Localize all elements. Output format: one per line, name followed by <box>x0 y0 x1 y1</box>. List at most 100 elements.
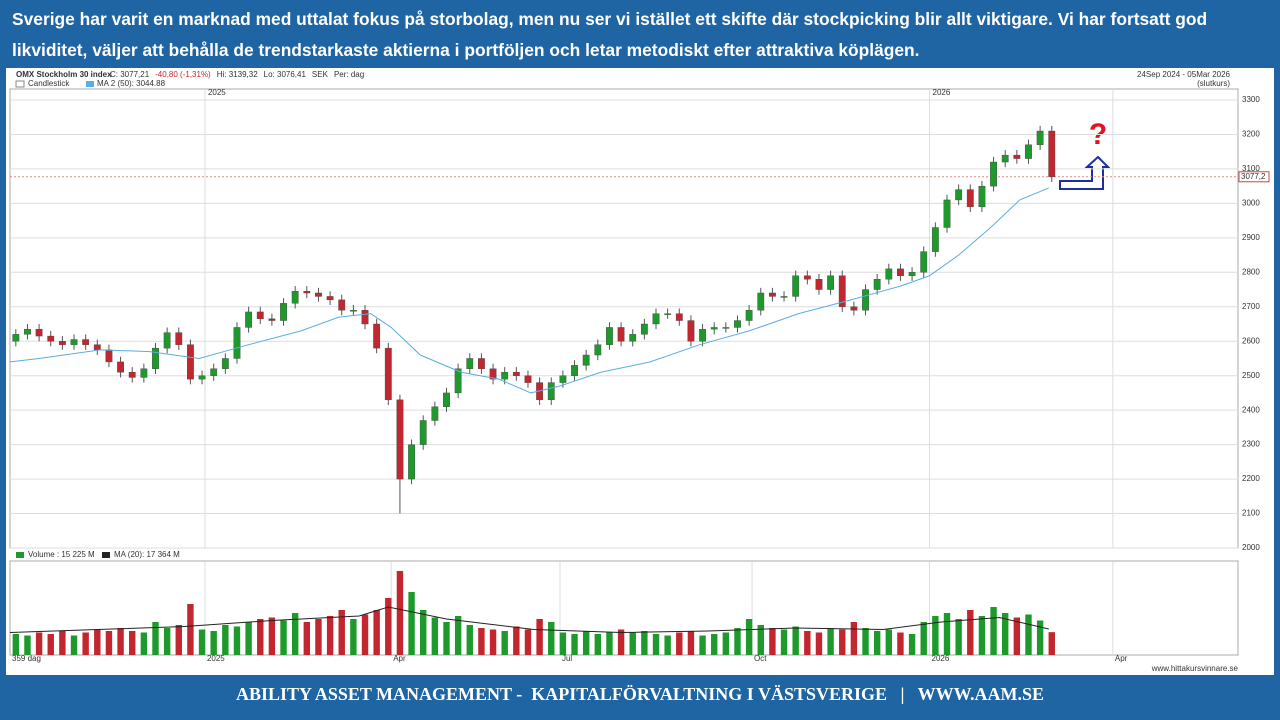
volume-bar <box>152 622 159 655</box>
x-tick-label: Apr <box>393 654 406 663</box>
volume-bar <box>175 625 182 655</box>
candle-body <box>850 306 858 311</box>
volume-bar <box>326 616 334 655</box>
volume-bar <box>268 617 276 655</box>
volume-bar <box>303 622 311 655</box>
volume-bar <box>408 592 415 655</box>
candle-body <box>384 347 392 401</box>
candle-body <box>291 291 299 304</box>
volume-bar <box>711 634 718 655</box>
volume-bar <box>513 626 520 655</box>
volume-bar <box>641 631 648 655</box>
candle-body <box>361 310 369 325</box>
volume-bar <box>955 619 962 655</box>
y-tick-label: 2300 <box>1242 440 1260 449</box>
candle-body <box>408 444 415 480</box>
volume-bar <box>617 629 625 655</box>
candle-body <box>431 406 439 421</box>
legend-ma: MA 2 (50): 3044.88 <box>97 79 166 88</box>
candle-body <box>117 361 124 373</box>
volume-bar <box>82 632 89 655</box>
candle-body <box>594 344 602 356</box>
y-tick-label: 2400 <box>1242 405 1260 414</box>
y-tick-label: 3200 <box>1242 130 1260 139</box>
chart-title: OMX Stockholm 30 index <box>16 70 112 79</box>
candle-body <box>419 420 427 445</box>
period-count: 359 dag <box>12 654 41 663</box>
y-tick-label: 2900 <box>1242 233 1260 242</box>
candle-body <box>512 372 520 376</box>
volume-bar <box>140 632 148 655</box>
candle-body <box>547 382 555 401</box>
candle-body <box>571 365 578 376</box>
candle-body <box>827 275 835 290</box>
volume-bar <box>827 628 834 655</box>
volume-bar <box>792 626 799 655</box>
x-tick-label: Jul <box>562 654 572 663</box>
candle-body <box>1025 144 1032 159</box>
candle-body <box>489 368 497 380</box>
last-price-label: 3077,2 <box>1241 172 1266 181</box>
volume-bar <box>396 571 404 655</box>
candle-body <box>838 275 846 307</box>
volume-bar <box>454 616 462 655</box>
volume-bar <box>524 629 532 655</box>
candle-body <box>897 268 904 276</box>
volume-bar <box>780 629 788 655</box>
volume-bar <box>687 631 695 655</box>
volume-bar <box>478 628 485 655</box>
legend-volume: Volume : 15 225 M <box>28 550 95 559</box>
volume-bar <box>385 598 392 655</box>
candle-body <box>757 292 765 311</box>
chart: OMX Stockholm 30 index 24Sep 2024 - 05Ma… <box>6 68 1274 675</box>
volume-bar <box>12 634 20 655</box>
volume-bar <box>862 628 869 655</box>
candle-body <box>780 296 788 298</box>
candle-body <box>163 332 171 349</box>
candle-body <box>675 313 683 321</box>
candle-body <box>24 328 31 335</box>
candle-body <box>210 368 218 376</box>
period: 24Sep 2024 - 05Mar 2026 <box>1137 70 1231 79</box>
volume-bar <box>769 628 776 655</box>
y-tick-label: 2500 <box>1242 371 1260 380</box>
x-tick-label: 2026 <box>933 88 951 97</box>
volume-bar <box>373 610 380 655</box>
volume-bar <box>885 629 893 655</box>
volume-bar <box>839 629 846 655</box>
volume-bar <box>210 631 217 655</box>
candle-body <box>966 189 974 208</box>
y-tick-label: 3300 <box>1242 95 1260 104</box>
volume-bar <box>338 610 345 655</box>
legend-candle: Candlestick <box>28 79 70 88</box>
volume-bar <box>105 631 113 655</box>
info-item: Per: dag <box>334 70 364 79</box>
candle-body <box>722 327 730 329</box>
candle-body <box>1036 130 1044 145</box>
volume-bar <box>187 604 194 655</box>
candle-body <box>978 185 986 208</box>
volume-bar <box>350 619 357 655</box>
candle-body <box>908 272 916 276</box>
volume-bar <box>932 616 939 655</box>
candle-body <box>140 368 148 378</box>
candle-body <box>652 313 660 325</box>
candle-body <box>792 275 800 297</box>
candle-body <box>582 354 590 366</box>
volume-bar <box>431 617 439 655</box>
candle-body <box>990 161 997 187</box>
volume-bar <box>245 622 252 655</box>
volume-bar <box>804 631 811 655</box>
volume-bar <box>280 620 287 655</box>
candle-body <box>221 358 229 370</box>
volume-bar <box>897 632 904 655</box>
candle-body <box>873 279 881 290</box>
volume-bar <box>466 625 473 655</box>
volume-bar <box>1036 620 1044 655</box>
candle-body <box>769 292 776 297</box>
y-tick-label: 2600 <box>1242 336 1260 345</box>
candle-body <box>349 310 357 312</box>
candle-body <box>501 372 509 380</box>
candle-body <box>245 311 253 328</box>
